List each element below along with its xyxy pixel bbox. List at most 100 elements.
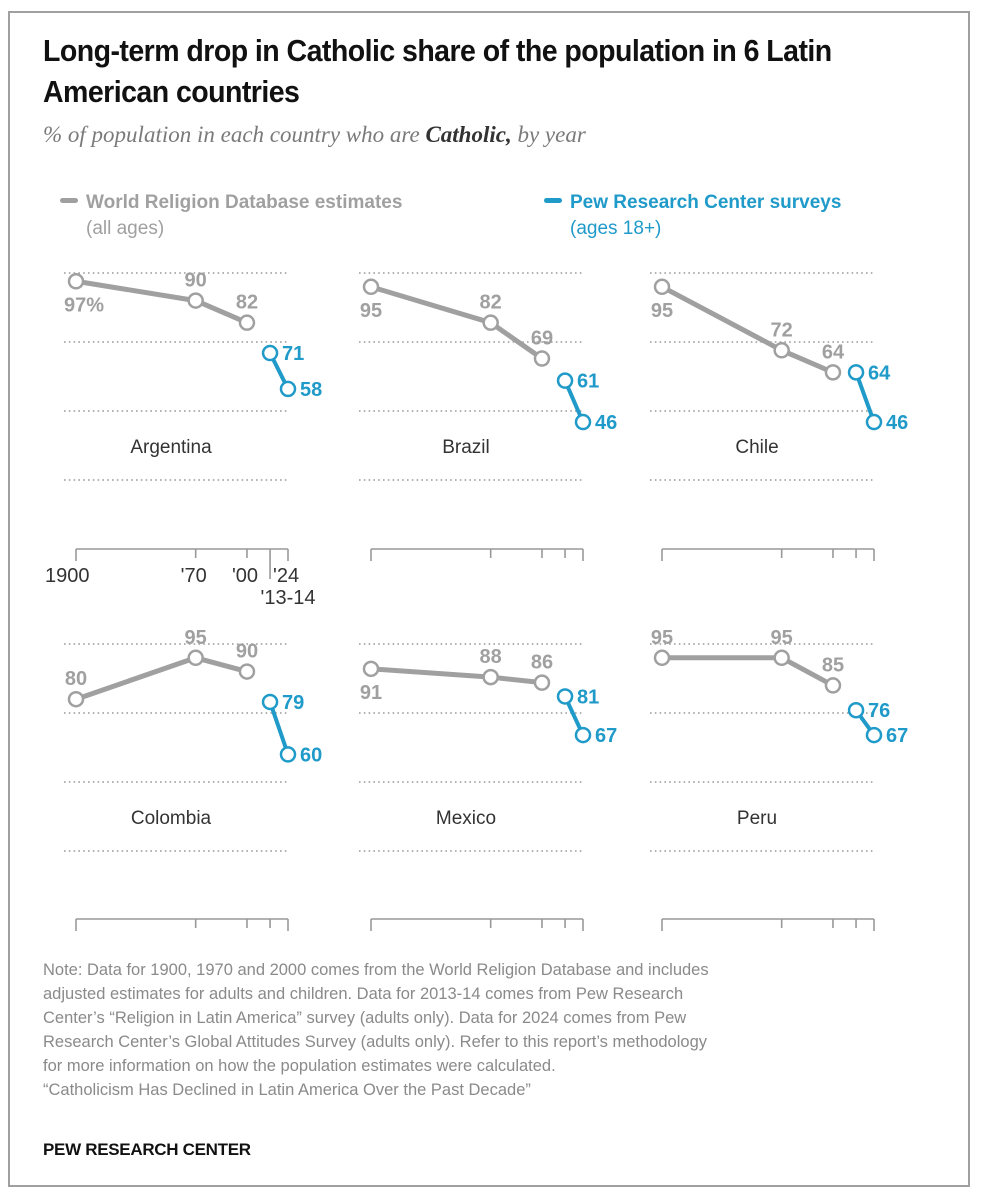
note-line: adjusted estimates for adults and childr… bbox=[43, 985, 684, 1003]
legend-swatch-blue-icon bbox=[544, 198, 562, 204]
pew-data-label: 61 bbox=[577, 371, 599, 393]
pew-data-point bbox=[279, 380, 297, 398]
wrd-data-label: 85 bbox=[822, 654, 844, 676]
legend-label: World Religion Database estimates bbox=[86, 192, 403, 213]
country-label: Chile bbox=[735, 437, 778, 458]
legend-sublabel: (ages 18+) bbox=[570, 218, 662, 239]
note-line: Note: Data for 1900, 1970 and 2000 comes… bbox=[43, 961, 709, 979]
wrd-data-point bbox=[533, 674, 551, 691]
wrd-data-point bbox=[653, 278, 671, 296]
pew-data-point bbox=[574, 413, 592, 431]
country-label: Brazil bbox=[442, 437, 490, 458]
pew-data-label: 76 bbox=[868, 700, 890, 722]
wrd-data-point bbox=[67, 690, 85, 708]
pew-series-line bbox=[854, 371, 876, 423]
country-label: Peru bbox=[737, 808, 777, 829]
note-line: for more information on how the populati… bbox=[43, 1057, 556, 1075]
pew-data-point bbox=[847, 701, 865, 719]
wrd-data-label: 86 bbox=[531, 652, 553, 674]
wrd-series-line bbox=[75, 655, 248, 702]
country-label: Argentina bbox=[130, 437, 212, 458]
wrd-data-label: 95 bbox=[651, 627, 673, 649]
wrd-data-point bbox=[362, 660, 380, 678]
note-line: Research Center’s Global Attitudes Surve… bbox=[43, 1033, 707, 1051]
wrd-data-label: 82 bbox=[236, 292, 258, 314]
wrd-data-label: 95 bbox=[651, 300, 673, 322]
wrd-data-point bbox=[653, 649, 671, 667]
pew-data-label: 81 bbox=[577, 686, 599, 708]
x-tick-label: '70 bbox=[181, 565, 207, 587]
pew-data-label: 60 bbox=[300, 744, 322, 766]
wrd-data-label: 91 bbox=[360, 682, 382, 704]
wrd-data-point bbox=[187, 649, 204, 667]
pew-data-point bbox=[865, 726, 883, 744]
wrd-series-line bbox=[662, 655, 835, 688]
wrd-data-point bbox=[238, 314, 256, 331]
pew-data-label: 79 bbox=[282, 692, 304, 714]
legend-item-wrd: World Religion Database estimates (all a… bbox=[60, 190, 402, 242]
legend-label: Pew Research Center surveys bbox=[570, 192, 842, 213]
wrd-data-label: 95 bbox=[185, 627, 207, 649]
pew-data-point bbox=[865, 413, 883, 431]
wrd-data-label: 69 bbox=[531, 328, 553, 350]
chart-frame bbox=[8, 11, 970, 1187]
source-credit: PEW RESEARCH CENTER bbox=[43, 1140, 251, 1159]
wrd-data-label: 90 bbox=[185, 270, 207, 292]
wrd-data-point bbox=[67, 273, 85, 290]
wrd-data-point bbox=[824, 677, 842, 694]
wrd-data-point bbox=[482, 668, 499, 686]
pew-data-label: 46 bbox=[886, 412, 908, 434]
wrd-data-label: 95 bbox=[360, 300, 382, 322]
country-label: Colombia bbox=[131, 808, 212, 829]
x-tick-label: '24 bbox=[273, 565, 299, 587]
wrd-data-label: 64 bbox=[822, 341, 845, 363]
wrd-data-point bbox=[187, 292, 204, 309]
pew-data-label: 46 bbox=[595, 412, 617, 434]
chart-title: Long-term drop in Catholic share of the … bbox=[43, 33, 832, 109]
chart-note: Note: Data for 1900, 1970 and 2000 comes… bbox=[43, 958, 943, 1102]
wrd-data-point bbox=[238, 663, 256, 680]
pew-data-label: 67 bbox=[595, 725, 617, 747]
pew-data-label: 64 bbox=[868, 362, 891, 384]
chart-subtitle: % of population in each country who are … bbox=[43, 122, 586, 148]
pew-data-point bbox=[847, 364, 865, 381]
pew-data-point bbox=[261, 344, 279, 362]
wrd-data-label: 95 bbox=[771, 627, 793, 649]
subtitle-prefix: % of population in each country who are bbox=[43, 122, 426, 147]
wrd-data-point bbox=[773, 649, 790, 667]
wrd-series-line bbox=[660, 284, 834, 375]
legend-sublabel: (all ages) bbox=[86, 218, 165, 239]
wrd-series-line bbox=[370, 284, 544, 361]
wrd-data-point bbox=[773, 342, 790, 359]
wrd-data-label: 80 bbox=[65, 668, 87, 690]
subtitle-suffix: by year bbox=[511, 122, 586, 147]
legend-swatch-gray-icon bbox=[60, 198, 78, 204]
wrd-data-point bbox=[824, 364, 842, 381]
note-line: Center’s “Religion in Latin America” sur… bbox=[43, 1009, 687, 1027]
pew-series-line bbox=[268, 701, 290, 756]
country-label: Mexico bbox=[436, 808, 496, 829]
wrd-data-label: 88 bbox=[480, 646, 502, 668]
pew-data-point bbox=[556, 372, 574, 389]
wrd-data-label: 72 bbox=[771, 319, 793, 341]
pew-data-label: 71 bbox=[282, 343, 304, 365]
subtitle-emphasis: Catholic, bbox=[425, 122, 512, 147]
x-tick-label: '13-14 bbox=[261, 587, 316, 609]
wrd-series-line bbox=[370, 666, 543, 686]
wrd-data-label: 90 bbox=[236, 641, 258, 663]
x-tick-label: '00 bbox=[232, 565, 258, 587]
wrd-data-point bbox=[362, 278, 380, 296]
x-tick-label: 1900 bbox=[45, 565, 90, 587]
wrd-data-label: 97% bbox=[64, 294, 104, 316]
wrd-data-point bbox=[482, 314, 499, 331]
pew-data-point bbox=[279, 746, 297, 763]
pew-data-point bbox=[261, 693, 279, 711]
pew-data-label: 67 bbox=[886, 725, 908, 747]
pew-data-point bbox=[556, 688, 574, 705]
wrd-data-label: 82 bbox=[480, 292, 502, 314]
pew-data-point bbox=[574, 726, 592, 744]
legend-item-pew: Pew Research Center surveys (ages 18+) bbox=[544, 190, 841, 242]
pew-data-label: 58 bbox=[300, 379, 322, 401]
note-line: “Catholicism Has Declined in Latin Ameri… bbox=[43, 1081, 531, 1099]
